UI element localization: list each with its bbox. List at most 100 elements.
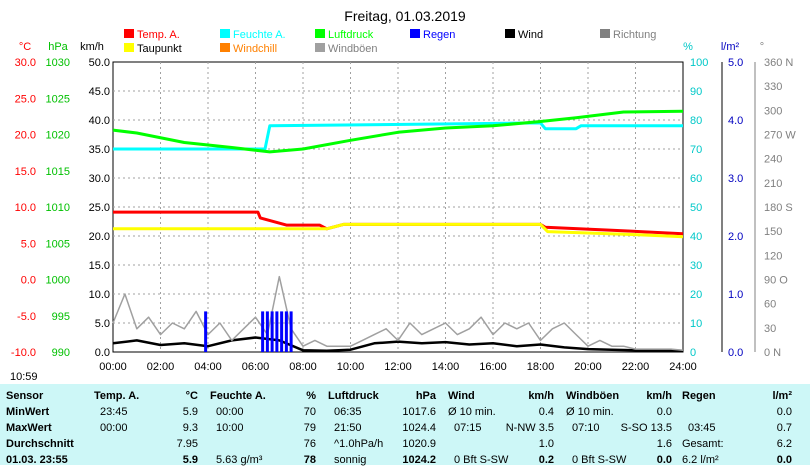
summary-header: Windböen [566, 390, 620, 402]
pressure-tick-label: 1030 [46, 57, 70, 69]
rain-bar [289, 311, 293, 352]
temp-tick-label: 5.0 [21, 238, 36, 250]
rain-bar [275, 311, 279, 352]
humidity-tick-label: 100 [690, 57, 708, 69]
summary-cell: 79 [303, 422, 316, 434]
rain-tick-label: 4.0 [728, 115, 743, 127]
summary-row-label: Durchschnitt [6, 438, 74, 450]
summary-pressure-col: Luftdruck hPa 06:35 1017.6 21:50 1024.4 ^1.… [326, 384, 440, 466]
humidity-tick-label: 30 [690, 260, 702, 272]
rain-unit-label: l/m² [721, 41, 740, 53]
summary-cell: 1.6 [656, 438, 672, 450]
summary-unit: km/h [646, 390, 672, 402]
series-line-windb-en [112, 275, 684, 352]
humidity-tick-label: 50 [690, 202, 702, 214]
temp-tick-label: -5.0 [17, 311, 36, 323]
axis-units: °C hPa km/h% l/m² ° [19, 41, 764, 53]
summary-cell: 06:35 [334, 406, 362, 418]
direction-tick-label: 60 [764, 299, 776, 311]
rain-bar [265, 311, 269, 352]
direction-tick-label: 180 S [764, 202, 793, 214]
summary-cell: 9.3 [182, 422, 198, 434]
rain-tick-label: 2.0 [728, 231, 743, 243]
summary-cell: 1017.6 [402, 406, 436, 418]
rain-bar [261, 311, 265, 352]
wind-unit-label: km/h [80, 41, 104, 53]
summary-rain-col: Regen l/m² 0.0 03:45 0.7 Gesamt: 6.2 6.2 l/… [680, 384, 792, 466]
time-tick-label: 16:00 [479, 361, 507, 373]
humidity-unit-label: % [683, 41, 693, 53]
legend-swatch [315, 43, 325, 52]
summary-cell: 7.95 [176, 438, 198, 450]
temp-tick-label: 25.0 [15, 93, 36, 105]
summary-unit: l/m² [772, 390, 792, 402]
summary-wind-col: Wind km/h Ø 10 min. 0.4 07:15 N-NW 3.5 1.0 … [446, 384, 558, 466]
summary-cell: 07:10 [572, 422, 600, 434]
summary-cell: 6.2 l/m² [682, 454, 719, 466]
wind-tick-label: 10.0 [89, 289, 110, 301]
legend-swatch [124, 43, 134, 52]
summary-cell: 76 [303, 438, 316, 450]
summary-cell: 0.0 [776, 406, 792, 418]
summary-cell: 5.9 [182, 406, 198, 418]
legend-label: Richtung [613, 29, 656, 41]
summary-cell: 0.0 [656, 406, 672, 418]
legend: Temp. A. Taupunkt Feuchte A. Windchill Luftd… [124, 29, 656, 55]
time-tick-label: 12:00 [384, 361, 412, 373]
summary-header: Wind [448, 390, 475, 402]
time-tick-label: 04:00 [194, 361, 222, 373]
summary-cell: 1020.9 [402, 438, 436, 450]
rain-bar [270, 311, 274, 352]
legend-swatch [220, 43, 230, 52]
rain-bar [204, 311, 208, 352]
summary-cell: 07:15 [454, 422, 482, 434]
time-tick-label: 08:00 [289, 361, 317, 373]
summary-cell: 5.63 g/m³ [216, 454, 263, 466]
summary-cell: 23:45 [100, 406, 128, 418]
direction-tick-label: 360 N [764, 57, 793, 69]
time-tick-label: 02:00 [147, 361, 175, 373]
summary-row-label: MinWert [6, 406, 50, 418]
time-tick-label: 22:00 [622, 361, 650, 373]
direction-tick-label: 210 [764, 178, 782, 190]
summary-cell: 21:50 [334, 422, 362, 434]
summary-cell: 0.0 [656, 454, 672, 466]
direction-tick-label: 30 [764, 323, 776, 335]
pressure-unit-label: hPa [48, 41, 68, 53]
rain-tick-label: 1.0 [728, 289, 743, 301]
summary-cell: 0 Bft S-SW [572, 454, 627, 466]
legend-swatch [600, 29, 610, 38]
summary-cell: Ø 10 min. [566, 406, 614, 418]
summary-unit: °C [185, 390, 198, 402]
time-tick-label: 14:00 [432, 361, 460, 373]
grid [112, 61, 684, 353]
legend-label: Taupunkt [137, 43, 182, 55]
summary-unit: hPa [415, 390, 436, 402]
summary-cell: 1024.2 [402, 454, 436, 466]
pressure-tick-label: 1015 [46, 166, 70, 178]
rain-tick-label: 5.0 [728, 57, 743, 69]
series-line-luftdruck [112, 109, 684, 154]
summary-unit: % [306, 390, 316, 402]
humidity-tick-label: 60 [690, 173, 702, 185]
time-tick-label: 18:00 [527, 361, 555, 373]
humidity-tick-label: 0 [690, 347, 696, 359]
summary-cell: Gesamt: [682, 438, 724, 450]
rain-bar [284, 311, 288, 352]
legend-label: Wind [518, 29, 543, 41]
summary-header: Regen [682, 390, 716, 402]
humidity-tick-label: 40 [690, 231, 702, 243]
humidity-tick-label: 70 [690, 144, 702, 156]
legend-swatch [220, 29, 230, 38]
legend-label: Luftdruck [328, 29, 374, 41]
wind-tick-label: 5.0 [95, 318, 110, 330]
summary-cell: 0.7 [776, 422, 792, 434]
summary-header: Feuchte A. [210, 390, 266, 402]
wind-tick-label: 20.0 [89, 231, 110, 243]
direction-tick-label: 120 [764, 250, 782, 262]
summary-cell: 03:45 [688, 422, 716, 434]
summary-cell: 0.4 [538, 406, 554, 418]
summary-cell: sonnig [334, 454, 367, 466]
temp-tick-label: 10.0 [15, 202, 36, 214]
direction-tick-label: 330 [764, 81, 782, 93]
